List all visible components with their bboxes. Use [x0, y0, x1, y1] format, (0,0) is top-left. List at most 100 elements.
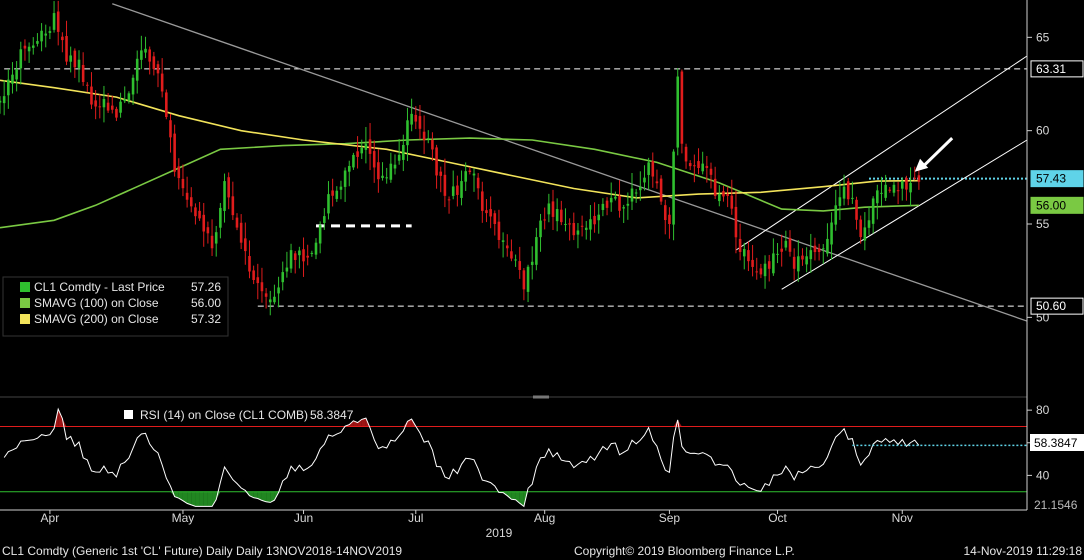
candle-body [851, 197, 854, 199]
candle-body [127, 93, 131, 101]
candle-body [680, 71, 684, 144]
candle-body [722, 191, 725, 197]
panel-resize-handle[interactable] [533, 395, 549, 399]
candle-body [339, 186, 343, 190]
candle-body [576, 230, 580, 235]
candle-body [734, 206, 738, 238]
candle-body [763, 263, 767, 277]
candle-body [643, 177, 646, 183]
candle-body [555, 209, 559, 222]
rsi-oversold-fill [207, 491, 213, 507]
candlesticks [0, 0, 921, 316]
candle-body [210, 235, 214, 249]
candle-body [580, 225, 584, 227]
candle-body [813, 245, 817, 253]
candle-body [31, 45, 35, 48]
candle-body [647, 162, 650, 175]
candle-body [402, 145, 405, 160]
legend-swatch [20, 298, 30, 308]
candle-body [239, 222, 243, 243]
candle-body [630, 188, 634, 202]
candle-body [310, 252, 314, 254]
candle-body [476, 177, 480, 189]
legend-swatch [20, 314, 30, 324]
candle-body [140, 50, 143, 60]
candle-body [597, 214, 601, 221]
candle-body [372, 151, 376, 168]
price-tick-label: 60 [1036, 124, 1050, 138]
rsi-tick-label: 80 [1036, 403, 1050, 417]
candle-body [385, 177, 388, 179]
year-label: 2019 [486, 526, 513, 540]
trendlines [112, 3, 1028, 322]
candle-body [169, 120, 172, 138]
candle-body [792, 256, 796, 269]
rsi-oversold-fill [278, 491, 283, 493]
legend: CL1 Comdty - Last Price 57.26 SMAVG (100) … [2, 276, 229, 337]
candle-body [252, 270, 255, 280]
candle-body [185, 192, 189, 200]
candle-body [539, 220, 542, 238]
price-tag-label: 56.00 [1036, 198, 1066, 212]
candle-body [788, 238, 792, 252]
price-tags: 63.31 57.43 56.00 50.60 [1030, 60, 1084, 315]
candle-body [917, 175, 921, 182]
candle-body [705, 165, 709, 168]
rsi-oversold-fill [270, 491, 275, 503]
candle-body [742, 249, 746, 257]
candle-body [718, 194, 721, 202]
candle-body [730, 195, 734, 209]
month-ticks: Apr May Jun Jul Aug Sep Oct Nov [41, 510, 913, 525]
candle-body [177, 166, 181, 179]
candle-body [106, 102, 110, 111]
candle-body [19, 49, 23, 69]
candle-body [543, 219, 546, 221]
candle-body [701, 163, 704, 172]
candle-body [871, 198, 875, 224]
candle-body [747, 250, 750, 262]
candle-body [560, 209, 563, 223]
candle-body [86, 84, 89, 86]
rsi-oversold-fill [511, 491, 516, 500]
candle-body [110, 105, 114, 110]
candle-body [876, 190, 879, 204]
candle-body [260, 282, 264, 292]
rsi-oversold-fill [253, 491, 258, 499]
candle-body [293, 253, 297, 260]
candle-body [784, 240, 788, 248]
rsi-oversold-fill [195, 491, 200, 507]
candle-body [639, 186, 642, 191]
candle-body [518, 261, 522, 270]
price-tick-label: 55 [1036, 217, 1050, 231]
candle-body [81, 64, 85, 82]
candle-body [285, 267, 289, 272]
legend-label: CL1 Comdty - Last Price [34, 280, 165, 294]
candle-body [896, 190, 900, 192]
candle-body [314, 242, 318, 255]
candle-body [464, 171, 467, 182]
rsi-oversold-fill [212, 491, 217, 507]
month-label: Nov [892, 511, 913, 525]
candle-body [505, 245, 509, 249]
candle-body [302, 249, 305, 262]
candle-body [801, 255, 804, 260]
candle-body [855, 199, 858, 220]
candle-body [40, 30, 43, 42]
candle-body [913, 177, 917, 179]
month-label: May [172, 511, 195, 525]
candle-body [7, 79, 10, 96]
candle-body [626, 203, 630, 206]
candle-body [863, 227, 867, 241]
candle-body [693, 165, 696, 167]
candle-body [772, 253, 775, 274]
candle-body [273, 296, 276, 303]
candle-body [389, 163, 393, 180]
candle-body [634, 192, 638, 194]
candle-body [431, 140, 434, 150]
candle-body [522, 270, 526, 290]
rsi-oversold-fill [494, 491, 499, 493]
candle-body [44, 33, 48, 36]
legend-label: SMAVG (200) on Close [34, 312, 159, 326]
